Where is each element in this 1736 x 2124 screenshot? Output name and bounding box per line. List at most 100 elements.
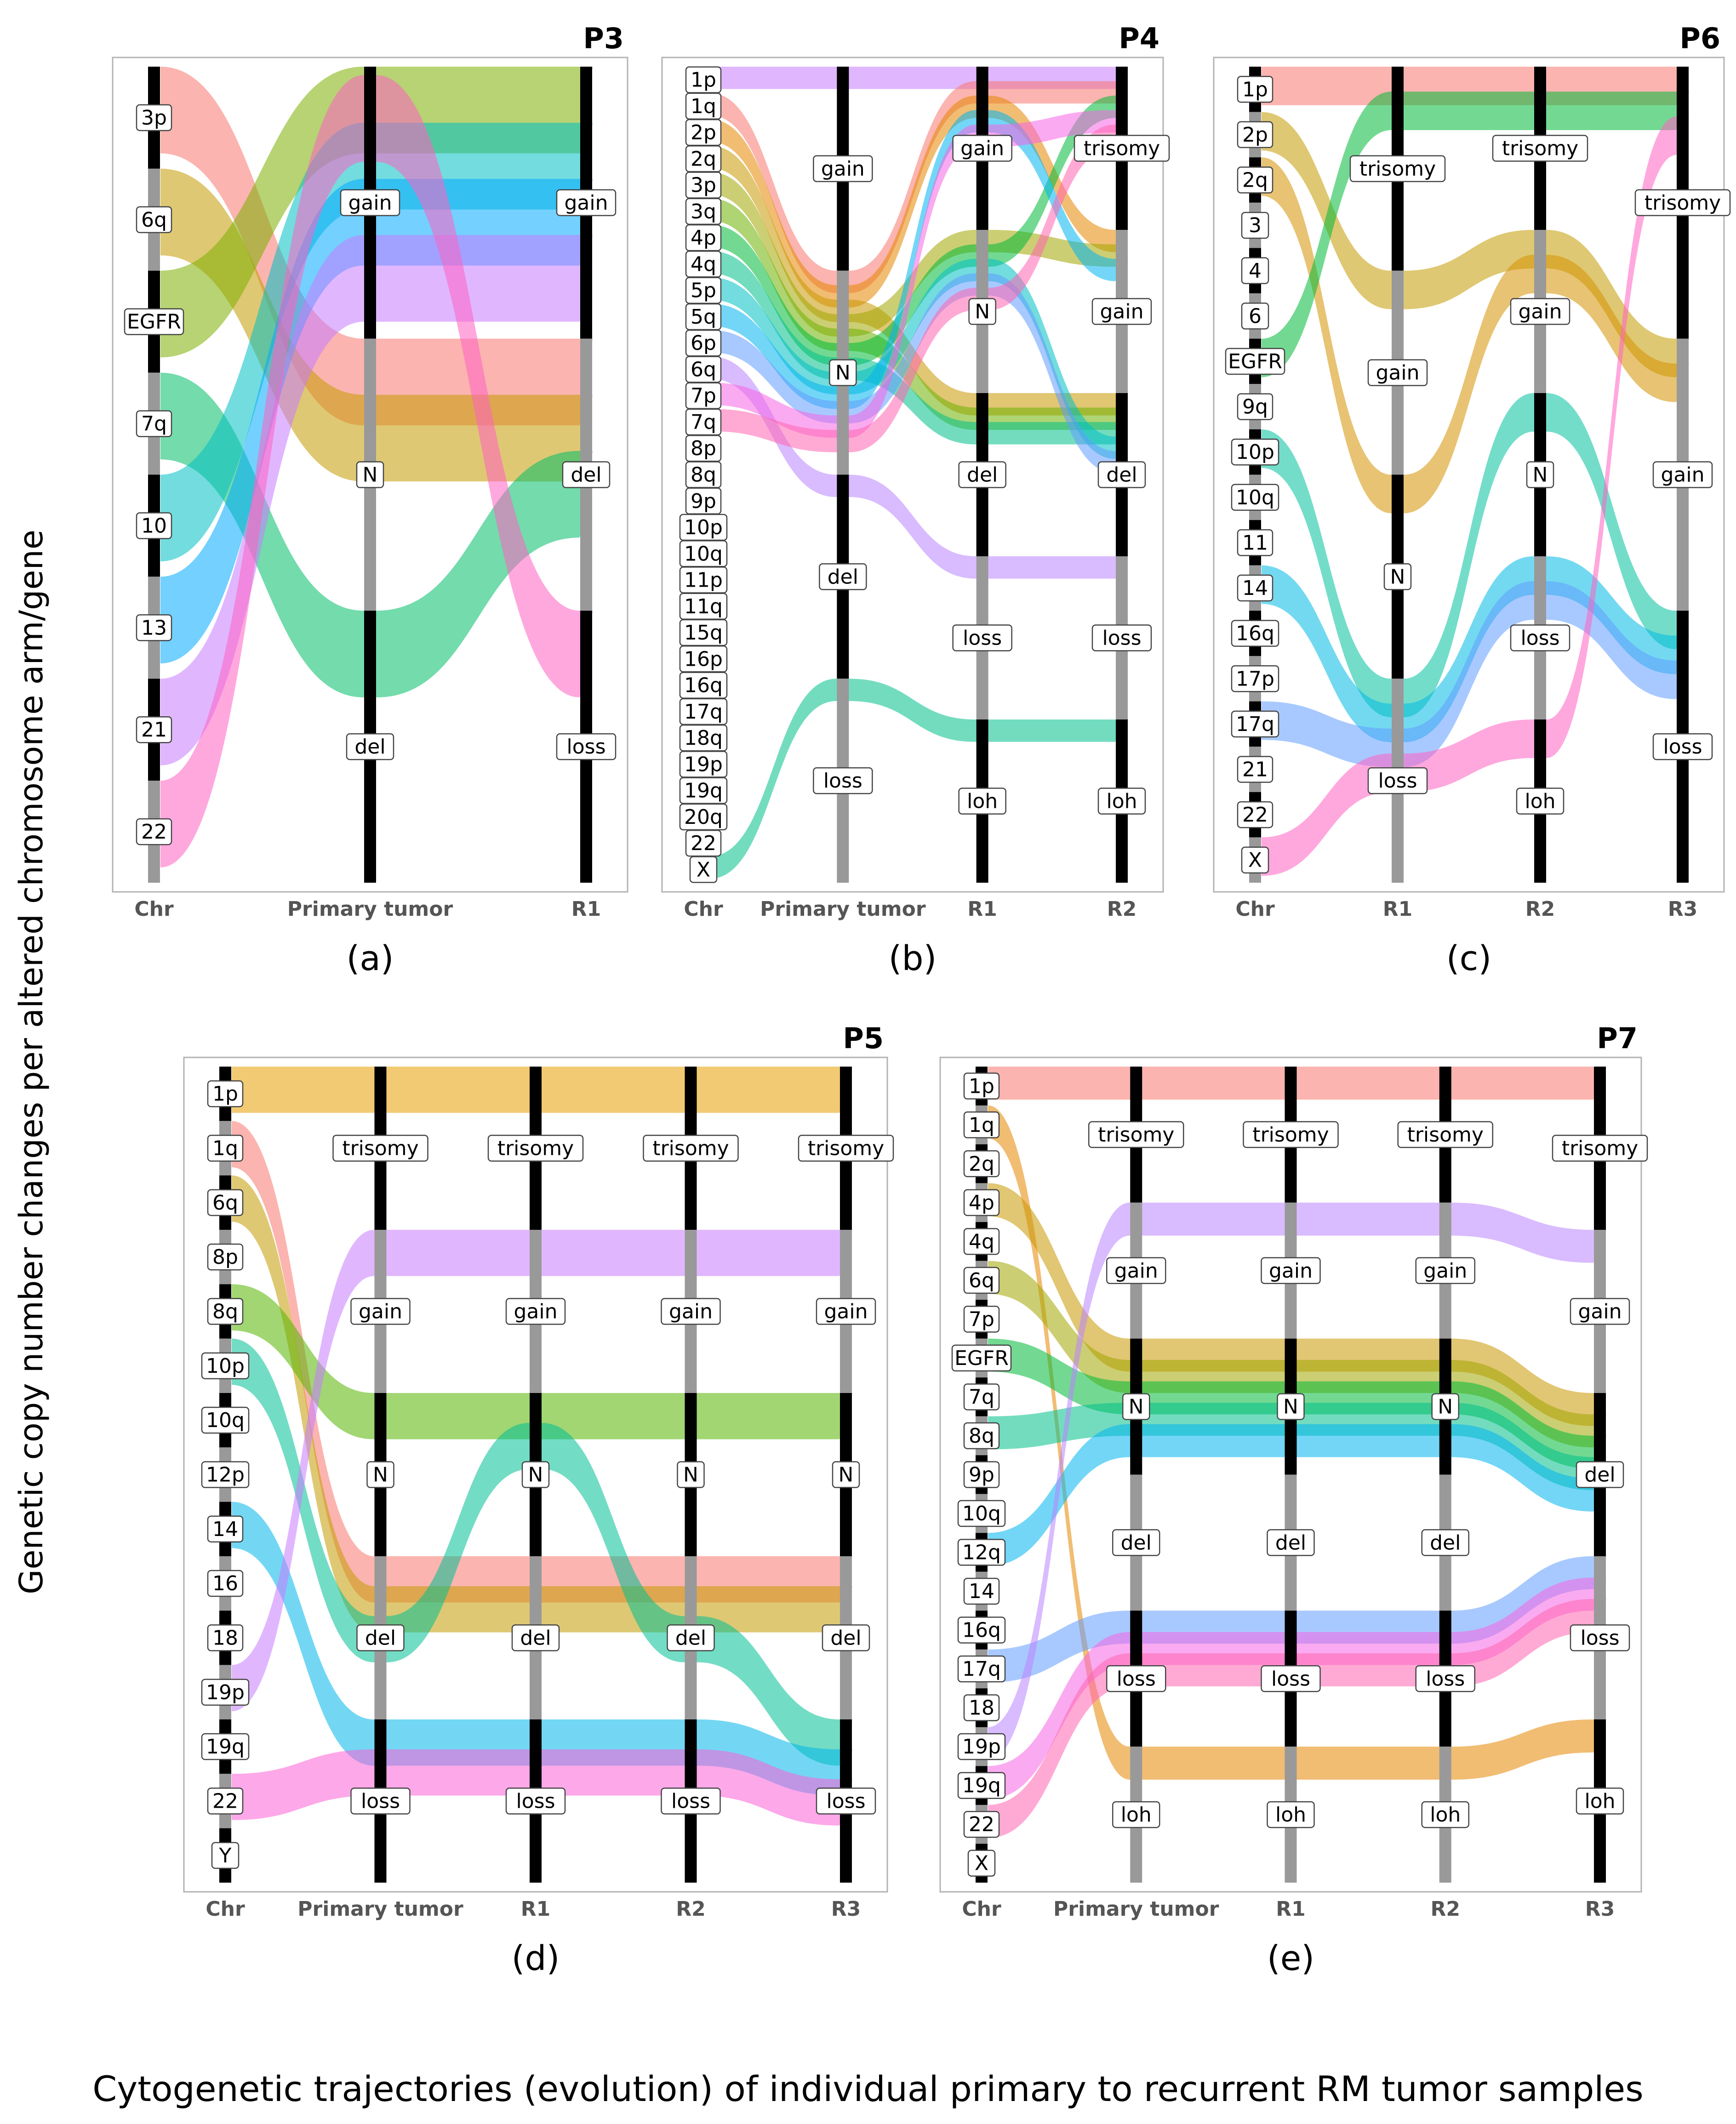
- flow-x: [710, 679, 1128, 879]
- stratum-label-box: [1516, 788, 1565, 815]
- stratum-label: loh: [1430, 1803, 1461, 1827]
- stratum-label: 16q: [684, 674, 723, 697]
- stratum-label: gain: [1114, 1259, 1158, 1283]
- stage-label: R2: [1525, 897, 1555, 921]
- stratum-label-box: [643, 1135, 739, 1162]
- stratum-label-box: [679, 566, 728, 594]
- stratum-label: loss: [827, 1790, 866, 1813]
- stratum-label: 14: [969, 1580, 994, 1603]
- stratum-label-box: [1267, 1801, 1315, 1828]
- stage-label: Chr: [206, 1897, 245, 1921]
- stratum-label: gain: [669, 1300, 713, 1324]
- stratum-label: del: [520, 1627, 551, 1650]
- stratum-label-box: [1237, 801, 1273, 828]
- stage-label: R3: [1668, 897, 1698, 921]
- flow-3q: [710, 198, 1128, 430]
- stratum-label-box: [1367, 359, 1428, 386]
- flow-12q: [988, 1424, 1606, 1566]
- stratum-label: del: [1106, 463, 1137, 487]
- stratum-label: loh: [1106, 790, 1137, 813]
- stratum-label-box: [1421, 1801, 1469, 1828]
- stratum-label-box: [1237, 529, 1273, 556]
- stratum-label-box: [201, 1733, 250, 1760]
- stratum-label: EGFR: [127, 310, 181, 334]
- stratum-label-box: [685, 251, 722, 278]
- stage-label: R2: [676, 1897, 706, 1921]
- panel-sublabel: (d): [512, 1939, 560, 1978]
- stratum-label-box: [201, 1461, 250, 1488]
- stratum-label-box: [1492, 135, 1588, 162]
- flow-14: [232, 1502, 852, 1796]
- flow-22: [160, 75, 593, 868]
- stratum-label-box: [963, 1461, 1000, 1488]
- stratum-label: 10p: [1236, 440, 1274, 464]
- flow-6p: [710, 273, 1128, 474]
- stratum-label-box: [1261, 1665, 1321, 1692]
- stratum-label-box: [685, 487, 722, 515]
- stratum-label: N: [1129, 1395, 1144, 1419]
- stratum-label: 21: [141, 718, 167, 742]
- stratum-label-box: [1237, 574, 1273, 602]
- stratum-label-box: [957, 1772, 1006, 1799]
- stratum-label: X: [697, 858, 710, 881]
- panel-title: P4: [1119, 22, 1159, 55]
- stratum-label-box: [685, 829, 722, 857]
- stratum-label-box: [1231, 438, 1279, 466]
- stratum-label: 8q: [212, 1300, 238, 1324]
- stratum-label: 16: [212, 1572, 238, 1595]
- stratum-label: N: [683, 1463, 698, 1487]
- stratum-label: trisomy: [1098, 1123, 1174, 1147]
- stratum-label: 2p: [1242, 123, 1268, 147]
- stage-label: Primary tumor: [297, 1897, 463, 1921]
- stratum-label: 7p: [969, 1308, 994, 1331]
- stratum-label-box: [963, 1267, 1000, 1294]
- stratum-label: trisomy: [497, 1137, 574, 1160]
- stratum-label: loss: [361, 1790, 400, 1813]
- stratum-label-box: [963, 1422, 1000, 1450]
- stratum-label-box: [350, 1298, 411, 1325]
- stratum-label-box: [1106, 1665, 1166, 1692]
- stratum-label: gain: [1518, 300, 1562, 324]
- figure-caption: Cytogenetic trajectories (evolution) of …: [92, 2068, 1644, 2109]
- stratum-label: loss: [1117, 1667, 1156, 1690]
- stratum-label: 21: [1242, 758, 1268, 781]
- stratum-label: 9p: [969, 1463, 994, 1487]
- stratum-label: del: [365, 1627, 396, 1650]
- stratum-label: 19p: [684, 753, 723, 776]
- stratum-label: loss: [1521, 627, 1560, 650]
- stage-label: R1: [571, 897, 601, 921]
- stratum-label: trisomy: [1252, 1123, 1329, 1147]
- stratum-label-box: [201, 1352, 250, 1380]
- stratum-label-box: [968, 298, 996, 325]
- stage-label: Chr: [134, 897, 174, 921]
- stratum-label: 10q: [1236, 486, 1274, 509]
- flow-7p: [710, 110, 1128, 438]
- flow-22: [232, 1749, 852, 1826]
- stratum-label-box: [816, 1787, 876, 1815]
- stratum-label: loss: [1378, 769, 1417, 793]
- stratum-label: 7q: [969, 1385, 994, 1409]
- stratum-label-box: [136, 104, 172, 131]
- stratum-label: 22: [691, 832, 716, 855]
- stratum-label-box: [1231, 620, 1279, 647]
- stratum-label-box: [1415, 1257, 1475, 1284]
- stratum-label: 18q: [684, 726, 723, 750]
- stratum-label: del: [354, 735, 385, 759]
- stratum-label-box: [685, 198, 722, 225]
- stratum-label-box: [679, 593, 728, 620]
- stratum-label-box: [963, 1810, 1000, 1838]
- stratum-label: 2p: [691, 121, 716, 144]
- stratum-label: N: [373, 1463, 388, 1487]
- stratum-label-box: [952, 624, 1012, 651]
- stratum-label: 6p: [691, 331, 716, 355]
- stratum-label: gain: [1661, 463, 1704, 487]
- stratum-label-box: [689, 856, 718, 883]
- stratum-label-box: [679, 698, 728, 725]
- stratum-label-box: [963, 1577, 1000, 1605]
- stratum-label: EGFR: [954, 1347, 1009, 1370]
- stratum-label-box: [1526, 461, 1554, 488]
- stratum-label-box: [957, 1539, 1006, 1566]
- stratum-label-box: [1241, 303, 1269, 330]
- stratum-label-box: [963, 1694, 1000, 1721]
